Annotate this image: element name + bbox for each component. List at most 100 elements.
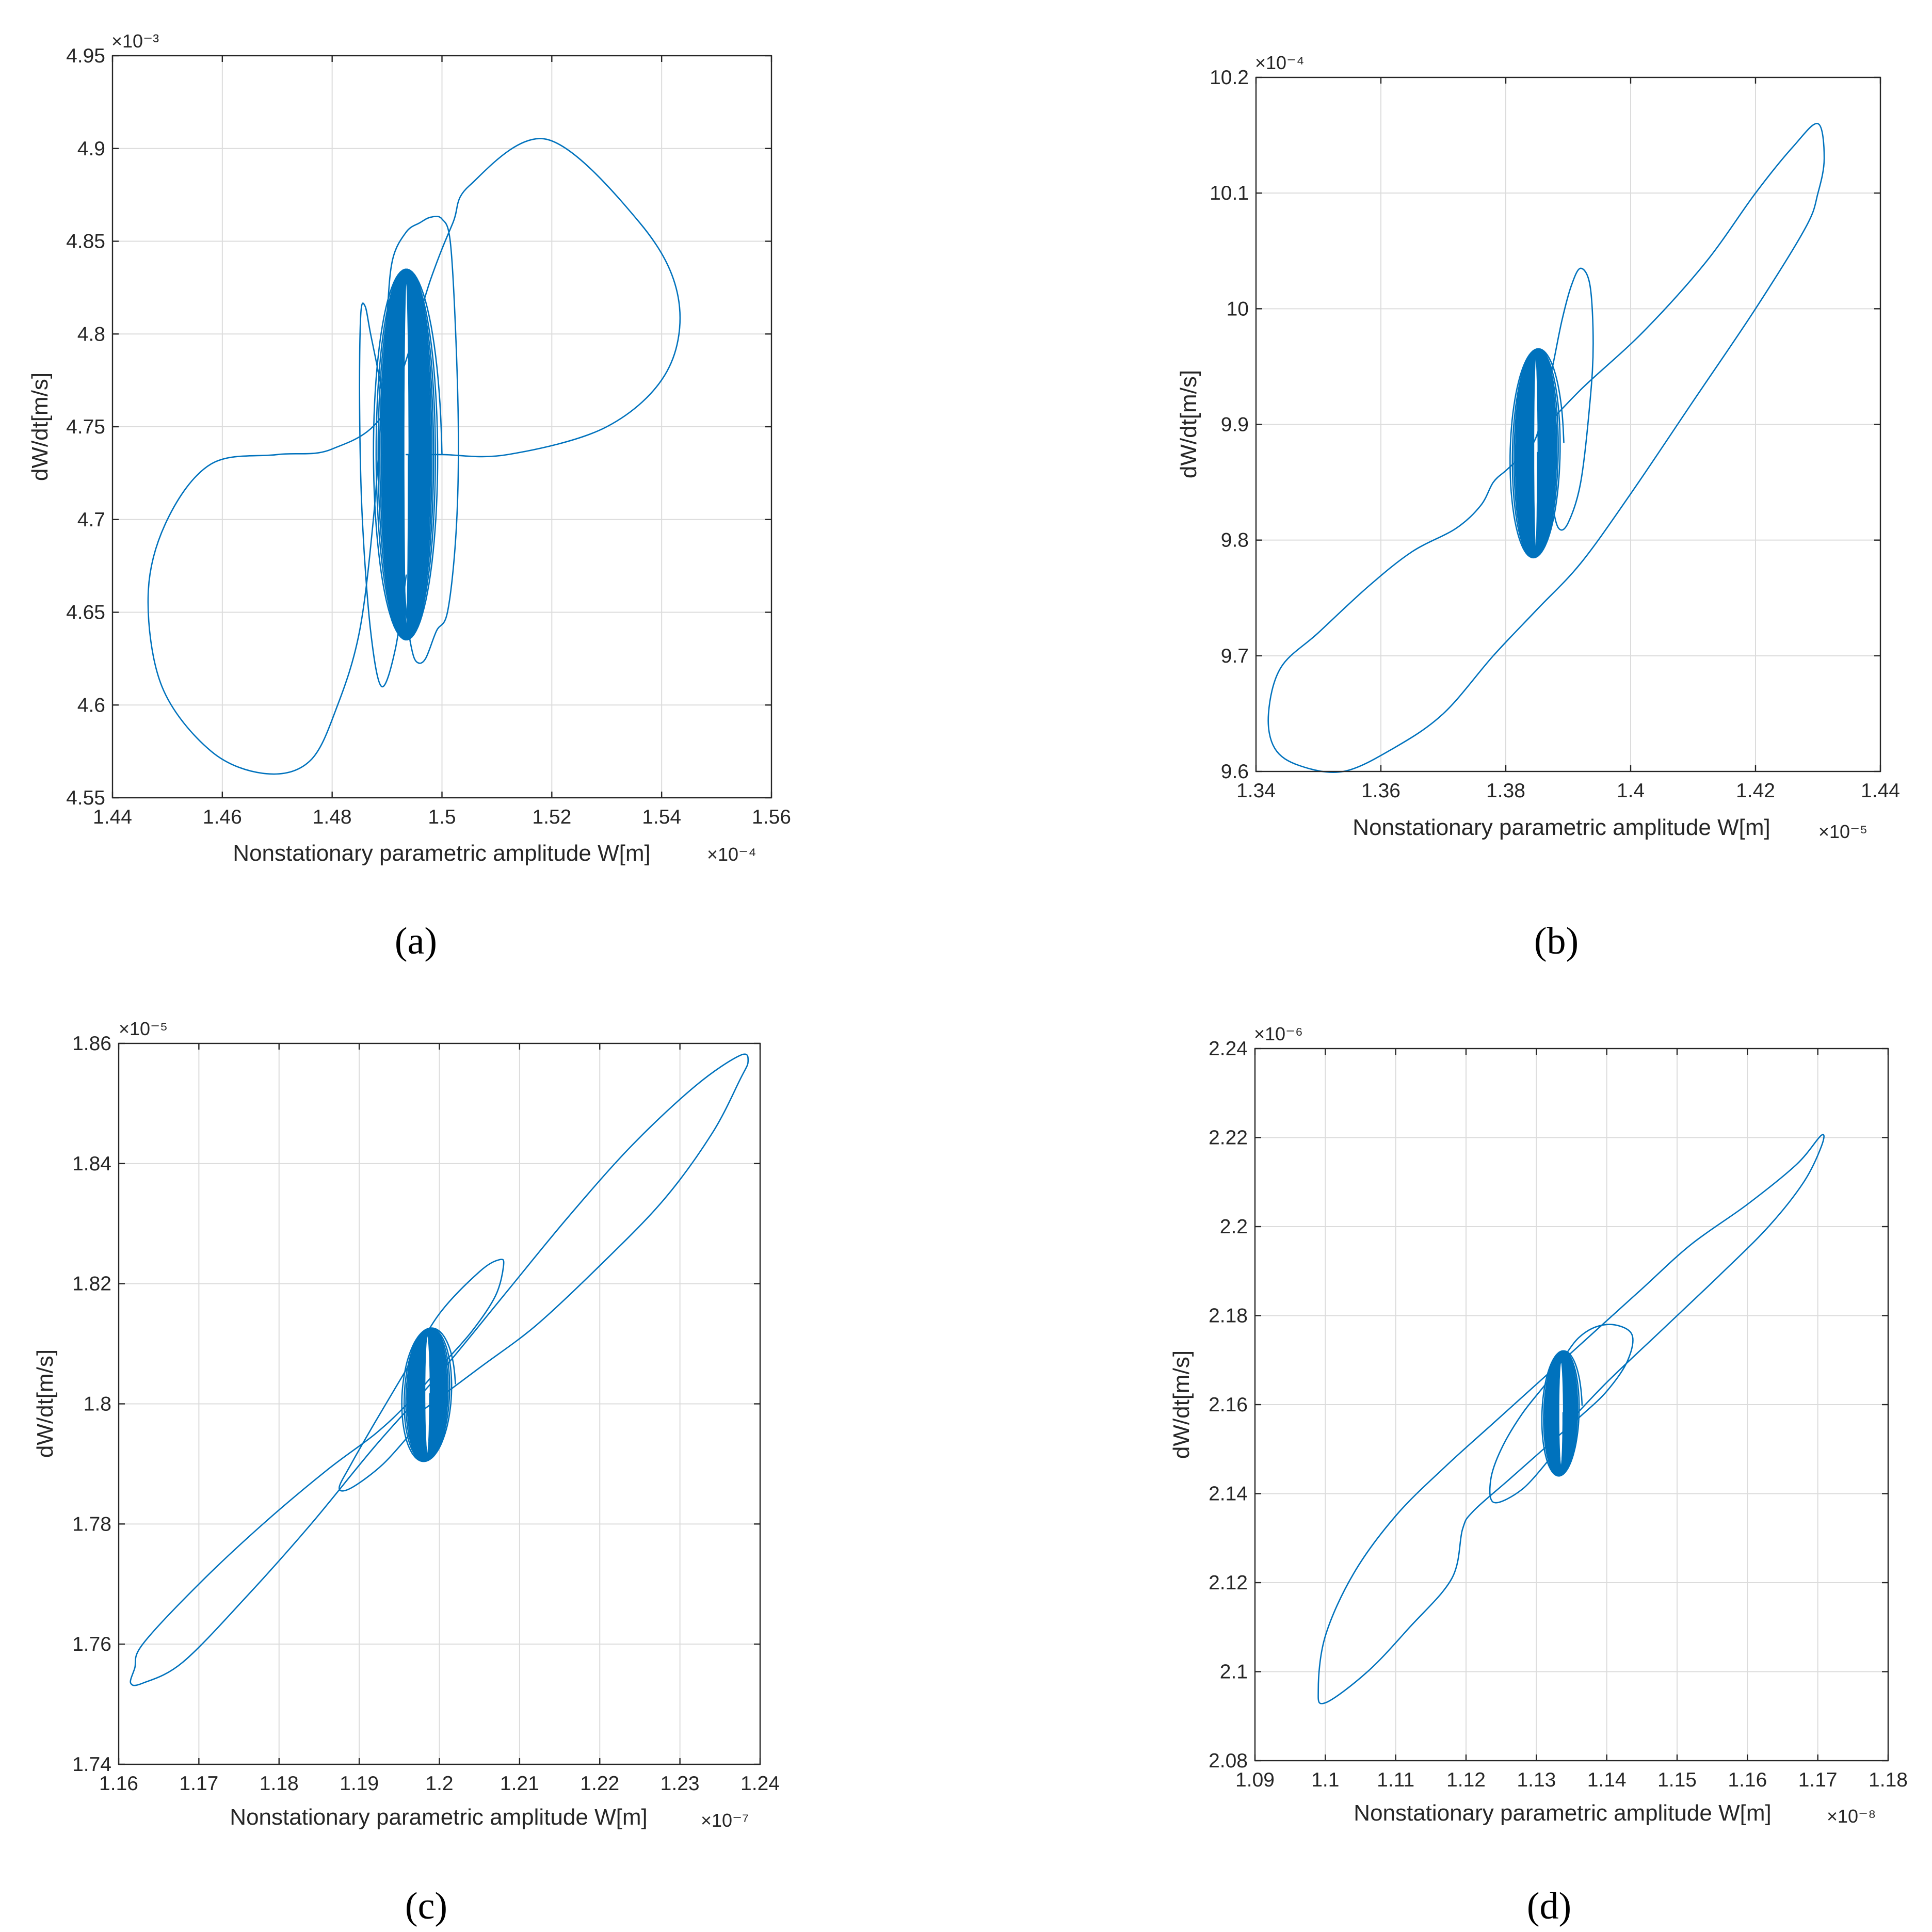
panel-b-y-axis-label: dW/dt[m/s] bbox=[1176, 370, 1201, 478]
panel-c-x-tick-label: 1.2 bbox=[425, 1773, 453, 1795]
panel-b-y-tick-label: 9.8 bbox=[1221, 529, 1249, 552]
panel-d-caption: (d) bbox=[1527, 1885, 1571, 1927]
panel-c-x-tick-label: 1.21 bbox=[500, 1773, 539, 1795]
panel-a-y-tick-label: 4.85 bbox=[66, 231, 105, 253]
panel-c-x-tick-label: 1.18 bbox=[260, 1773, 299, 1795]
panel-c-y-tick-label: 1.84 bbox=[72, 1153, 111, 1175]
panel-d-x-exponent: ×10⁻⁸ bbox=[1827, 1806, 1876, 1827]
panel-d-y-axis-label: dW/dt[m/s] bbox=[1169, 1350, 1194, 1459]
panel-d-y-tick-label: 2.16 bbox=[1209, 1394, 1248, 1416]
panel-a-spiral-trace bbox=[373, 268, 443, 641]
panel-d-x-tick-label: 1.09 bbox=[1235, 1769, 1275, 1791]
panel-b-x-tick-label: 1.42 bbox=[1736, 780, 1775, 802]
panel-d-y-tick-label: 2.08 bbox=[1209, 1750, 1248, 1772]
panel-d-trajectory-line bbox=[1317, 1134, 1825, 1704]
panel-a-x-tick-label: 1.44 bbox=[93, 806, 132, 828]
panel-b-x-tick-label: 1.36 bbox=[1361, 780, 1400, 802]
panel-d-x-tick-label: 1.13 bbox=[1517, 1769, 1556, 1791]
panel-c-y-tick-label: 1.86 bbox=[72, 1033, 111, 1055]
panel-b-ticks: 1.34 1.36 1.38 1.4 1.42 1.44 9.6 9.7 9.8 9.9 10 10.… bbox=[1210, 67, 1900, 802]
panel-c-x-tick-label: 1.22 bbox=[580, 1773, 619, 1795]
panel-a-y-tick-label: 4.9 bbox=[77, 138, 105, 160]
panel-c-y-axis-label: dW/dt[m/s] bbox=[33, 1349, 58, 1458]
panel-d-x-tick-label: 1.15 bbox=[1657, 1769, 1697, 1791]
panel-c-y-tick-label: 1.78 bbox=[72, 1513, 111, 1535]
panel-a-y-axis-label: dW/dt[m/s] bbox=[27, 373, 53, 481]
panel-c-y-tick-label: 1.74 bbox=[72, 1753, 111, 1776]
panel-c-y-tick-label: 1.8 bbox=[84, 1393, 111, 1415]
panel-a-x-tick-label: 1.48 bbox=[313, 806, 352, 828]
panel-c-spiral-trace bbox=[401, 1327, 456, 1462]
panel-d-y-tick-label: 2.14 bbox=[1209, 1483, 1248, 1505]
panel-a-y-tick-label: 4.8 bbox=[77, 323, 105, 345]
panel-d-x-tick-label: 1.14 bbox=[1587, 1769, 1627, 1791]
panel-c-x-tick-label: 1.23 bbox=[661, 1773, 700, 1795]
panel-d-x-axis-label: Nonstationary parametric amplitude W[m] bbox=[1354, 1800, 1771, 1826]
panel-b-x-exponent: ×10⁻⁵ bbox=[1818, 821, 1867, 842]
panel-a-y-tick-label: 4.55 bbox=[66, 787, 105, 809]
panel-a-x-tick-label: 1.52 bbox=[532, 806, 571, 828]
panel-b-grid bbox=[1255, 77, 1881, 772]
panel-b-y-tick-label: 9.6 bbox=[1221, 761, 1249, 783]
panel-a-trace-layer bbox=[147, 138, 681, 775]
panel-b-caption: (b) bbox=[1534, 920, 1579, 962]
panel-b-x-axis-label: Nonstationary parametric amplitude W[m] bbox=[1353, 815, 1770, 840]
panel-b-trajectory-line bbox=[1267, 123, 1825, 774]
panel-d-y-tick-label: 2.24 bbox=[1209, 1038, 1248, 1060]
panel-d-x-tick-label: 1.11 bbox=[1377, 1769, 1414, 1791]
panel-b-x-tick-label: 1.44 bbox=[1861, 780, 1900, 802]
panel-b-x-tick-label: 1.4 bbox=[1617, 780, 1645, 802]
panel-c-x-tick-label: 1.19 bbox=[340, 1773, 379, 1795]
panel-d-x-tick-label: 1.17 bbox=[1798, 1769, 1838, 1791]
panel-c-x-axis-label: Nonstationary parametric amplitude W[m] bbox=[230, 1805, 647, 1830]
panel-a-x-tick-label: 1.56 bbox=[752, 806, 791, 828]
panel-d-y-exponent: ×10⁻⁶ bbox=[1254, 1023, 1303, 1044]
panel-b-y-exponent: ×10⁻⁴ bbox=[1255, 52, 1305, 73]
panel-d-y-tick-label: 2.22 bbox=[1209, 1127, 1248, 1149]
panel-c-x-tick-label: 1.17 bbox=[179, 1773, 218, 1795]
panel-d-spiral-trace bbox=[1541, 1350, 1583, 1477]
panel-d: 1.09 1.1 1.11 1.12 1.13 1.14 1.15 1.16 1.17 1.18 2… bbox=[1169, 1023, 1908, 1927]
panel-a-x-exponent: ×10⁻⁴ bbox=[707, 844, 756, 865]
panel-a-y-tick-label: 4.6 bbox=[77, 694, 105, 716]
panel-c-y-tick-label: 1.76 bbox=[72, 1633, 111, 1655]
panel-b-x-tick-label: 1.34 bbox=[1236, 780, 1276, 802]
panel-a-x-tick-label: 1.54 bbox=[642, 806, 681, 828]
panel-b-spiral-trace bbox=[1509, 348, 1565, 559]
panel-d-x-tick-label: 1.18 bbox=[1869, 1769, 1908, 1791]
panel-b-y-tick-label: 10 bbox=[1227, 298, 1249, 320]
panel-c: 1.16 1.17 1.18 1.19 1.2 1.21 1.22 1.23 1.24 1.74 1… bbox=[33, 1018, 780, 1927]
panel-b-y-tick-label: 9.9 bbox=[1221, 414, 1249, 436]
panel-a-x-axis-label: Nonstationary parametric amplitude W[m] bbox=[233, 841, 650, 866]
panel-d-ticks: 1.09 1.1 1.11 1.12 1.13 1.14 1.15 1.16 1.17 1.18 2… bbox=[1209, 1038, 1908, 1791]
panel-a-grid bbox=[112, 55, 772, 798]
panel-d-y-tick-label: 2.18 bbox=[1209, 1305, 1248, 1327]
panel-c-caption: (c) bbox=[405, 1885, 447, 1927]
panel-b-x-tick-label: 1.38 bbox=[1486, 780, 1525, 802]
panel-d-x-tick-label: 1.12 bbox=[1446, 1769, 1486, 1791]
panel-d-x-tick-label: 1.1 bbox=[1311, 1769, 1339, 1791]
panel-d-y-tick-label: 2.1 bbox=[1220, 1661, 1248, 1683]
panel-a: 1.44 1.46 1.48 1.5 1.52 1.54 1.56 4.55 4.6 4.65 4.… bbox=[27, 30, 791, 962]
panel-c-y-exponent: ×10⁻⁵ bbox=[119, 1018, 168, 1039]
panel-d-y-tick-label: 2.12 bbox=[1209, 1572, 1248, 1594]
panel-c-x-exponent: ×10⁻⁷ bbox=[701, 1810, 749, 1831]
panel-a-y-tick-label: 4.75 bbox=[66, 416, 105, 438]
panel-a-y-exponent: ×10⁻³ bbox=[111, 30, 159, 52]
panel-a-x-tick-label: 1.5 bbox=[428, 806, 456, 828]
panel-b-y-tick-label: 9.7 bbox=[1221, 645, 1249, 667]
panel-b-trace-layer bbox=[1267, 123, 1825, 774]
panel-c-trajectory-line bbox=[130, 1053, 749, 1686]
panel-a-y-tick-label: 4.7 bbox=[77, 509, 105, 531]
panel-c-trace-layer bbox=[130, 1053, 749, 1686]
panel-b-y-tick-label: 10.1 bbox=[1210, 182, 1249, 204]
panel-b: 1.34 1.36 1.38 1.4 1.42 1.44 9.6 9.7 9.8 9.9 10 10.… bbox=[1176, 52, 1900, 962]
panel-c-x-tick-label: 1.24 bbox=[740, 1773, 780, 1795]
panel-a-y-tick-label: 4.65 bbox=[66, 602, 105, 624]
panel-a-y-tick-label: 4.95 bbox=[66, 45, 105, 67]
panel-a-caption: (a) bbox=[395, 920, 437, 962]
panel-a-x-tick-label: 1.46 bbox=[203, 806, 242, 828]
panel-a-ticks: 1.44 1.46 1.48 1.5 1.52 1.54 1.56 4.55 4.6 4.65 4.… bbox=[66, 45, 791, 828]
panel-c-x-tick-label: 1.16 bbox=[99, 1773, 138, 1795]
